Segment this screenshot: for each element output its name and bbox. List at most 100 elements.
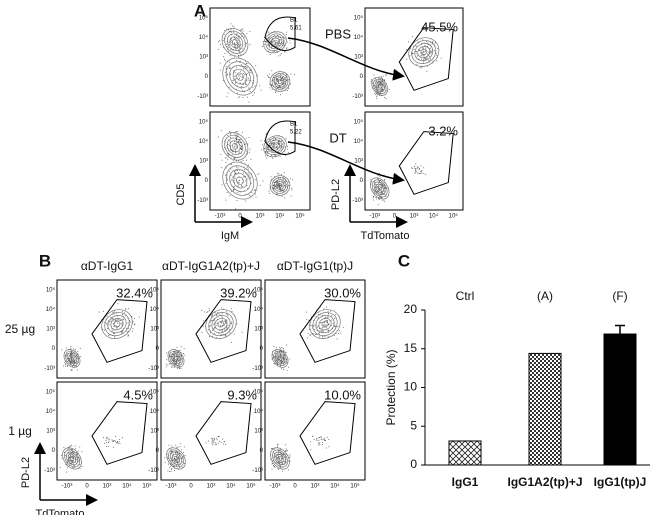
event-dot bbox=[175, 458, 177, 460]
event-dot bbox=[116, 327, 118, 329]
event-dot bbox=[282, 348, 284, 350]
event-dot bbox=[208, 308, 210, 310]
contour bbox=[222, 161, 258, 200]
event-dot bbox=[239, 179, 241, 181]
event-dot bbox=[240, 161, 242, 163]
event-dot bbox=[234, 43, 236, 45]
event-dot bbox=[419, 167, 421, 169]
event-dot bbox=[180, 443, 182, 445]
plot-frame bbox=[209, 7, 311, 107]
event-dot bbox=[288, 181, 290, 183]
event-dot bbox=[104, 443, 106, 445]
contour bbox=[271, 349, 289, 368]
event-dot bbox=[276, 185, 278, 187]
plot-content bbox=[218, 16, 296, 103]
event-dot bbox=[277, 452, 279, 454]
event-dot bbox=[272, 157, 274, 159]
event-dot bbox=[250, 176, 252, 178]
event-dot bbox=[274, 77, 276, 79]
event-dot bbox=[111, 439, 113, 441]
event-dot bbox=[287, 87, 289, 89]
event-dot bbox=[78, 460, 80, 462]
event-dot bbox=[175, 444, 177, 446]
event-dot bbox=[277, 43, 279, 45]
event-dot bbox=[229, 67, 231, 69]
event-dot bbox=[269, 76, 271, 78]
event-dot bbox=[67, 466, 69, 468]
y-tick-label: 10 bbox=[404, 380, 418, 394]
plot-content bbox=[164, 401, 252, 472]
event-dot bbox=[265, 133, 267, 135]
event-dot bbox=[215, 337, 217, 339]
y-tick-label: 10⁴ bbox=[254, 408, 264, 415]
x-tick-label: -10³ bbox=[215, 214, 226, 220]
event-dot bbox=[119, 439, 121, 441]
event-dot bbox=[206, 312, 208, 314]
event-dot bbox=[169, 470, 171, 472]
event-dot bbox=[178, 366, 180, 368]
event-dot bbox=[283, 172, 285, 174]
event-dot bbox=[282, 178, 284, 180]
plot-content bbox=[271, 299, 356, 371]
y-tick-label: 10³ bbox=[354, 55, 363, 61]
event-dot bbox=[133, 324, 135, 326]
event-dot bbox=[226, 28, 228, 30]
event-dot bbox=[242, 30, 244, 32]
event-dot bbox=[429, 55, 431, 57]
y-tick-label: 10⁴ bbox=[150, 306, 160, 313]
event-dot bbox=[270, 448, 272, 450]
contour bbox=[232, 172, 248, 189]
event-dot bbox=[427, 42, 429, 44]
event-dot bbox=[269, 149, 271, 151]
event-dot bbox=[423, 58, 425, 60]
event-dot bbox=[243, 65, 245, 67]
event-dot bbox=[266, 153, 268, 155]
event-dot bbox=[384, 179, 386, 181]
event-dot bbox=[75, 448, 77, 450]
event-dot bbox=[242, 28, 244, 30]
event-dot bbox=[224, 71, 226, 73]
event-dot bbox=[217, 436, 219, 438]
event-dot bbox=[225, 167, 227, 169]
event-dot bbox=[416, 45, 418, 47]
event-dot bbox=[213, 324, 215, 326]
event-dot bbox=[275, 181, 277, 183]
event-dot bbox=[119, 443, 121, 445]
event-dot bbox=[132, 328, 134, 330]
event-dot bbox=[239, 47, 241, 49]
event-dot bbox=[268, 190, 270, 192]
event-dot bbox=[205, 442, 207, 444]
event-dot bbox=[233, 145, 235, 147]
event-dot bbox=[176, 451, 178, 453]
event-dot bbox=[416, 55, 418, 57]
event-dot bbox=[271, 146, 273, 148]
gate bbox=[398, 131, 454, 195]
event-dot bbox=[277, 87, 279, 89]
event-dot bbox=[313, 333, 315, 335]
event-dot bbox=[373, 85, 375, 87]
event-dot bbox=[228, 50, 230, 52]
event-dot bbox=[237, 131, 239, 133]
event-dot bbox=[267, 151, 269, 153]
event-dot bbox=[379, 176, 381, 178]
event-dot bbox=[234, 177, 236, 179]
event-dot bbox=[338, 332, 340, 334]
event-dot bbox=[321, 439, 323, 441]
event-dot bbox=[270, 176, 272, 178]
event-dot bbox=[274, 83, 276, 85]
gate-name: B1 bbox=[290, 18, 298, 24]
event-dot bbox=[236, 42, 238, 44]
event-dot bbox=[170, 470, 172, 472]
x-tick-label: 10⁴ bbox=[330, 483, 340, 490]
event-dot bbox=[248, 78, 250, 80]
event-dot bbox=[247, 172, 249, 174]
event-dot bbox=[286, 79, 288, 81]
event-dot bbox=[428, 51, 430, 53]
event-dot bbox=[378, 190, 380, 192]
contour bbox=[275, 453, 285, 464]
event-dot bbox=[221, 307, 223, 309]
event-dot bbox=[245, 78, 247, 80]
event-dot bbox=[419, 55, 421, 57]
contour bbox=[267, 35, 283, 49]
